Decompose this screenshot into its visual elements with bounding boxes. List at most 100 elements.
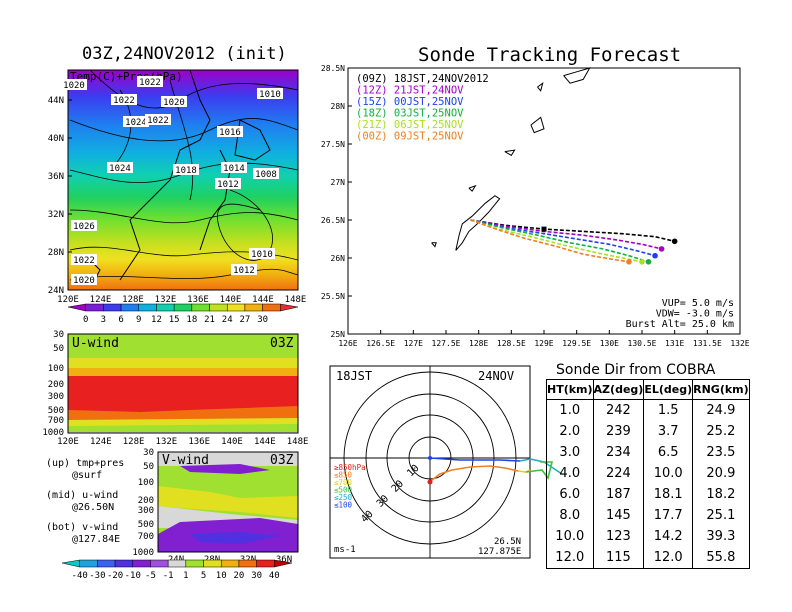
uwind-y-tick: 700: [48, 416, 64, 426]
isobar-label: 1012: [233, 266, 255, 276]
sonde-dir-cell: 8.0: [546, 505, 594, 526]
sonde-dir-cell: 18.2: [692, 484, 750, 505]
isobar-label: 1026: [73, 222, 95, 232]
polar-unit: ms-1: [334, 545, 356, 555]
isobar-label-bg: [231, 264, 257, 275]
sonde-dir-cell: 10.0: [546, 526, 594, 547]
isobar-label-bg: [161, 96, 187, 107]
map-lon-tick: 144E: [252, 295, 274, 305]
track-legend-entry: (21Z) 06JST,25NOV: [356, 119, 464, 131]
vwind-section: V-wind 03Z 3050100200300500700100024N28N…: [132, 448, 299, 565]
wind-colorbar-swatch: [61, 559, 80, 568]
wind-colorbar-tick: 10: [216, 571, 227, 581]
hodograph-origin-point: [428, 456, 432, 460]
sonde-dir-row: 12.0 115 12.0 55.8: [546, 547, 750, 569]
track-landing-point: [626, 259, 632, 265]
track-coastline: [431, 242, 437, 248]
uwind-y-tick: 200: [48, 380, 64, 390]
isobar-label: 1024: [109, 164, 131, 174]
wind-colorbar-swatch: [150, 559, 169, 568]
isobar-label: 1022: [113, 96, 135, 106]
sonde-dir-cell: 1.0: [546, 399, 594, 421]
sonde-dir-cell: 17.7: [643, 505, 694, 526]
track-series-line: [470, 219, 649, 263]
sonde-dir-cell: 115: [592, 547, 645, 569]
tracking-chart: 126E 126.5E 127E 127.5E 128E 128.5E 129E 129.5E…: [321, 64, 750, 348]
colorbar-tick: 3: [101, 315, 106, 325]
vwind-y-tick: 100: [138, 478, 154, 488]
map-lat-tick: 44N: [48, 96, 64, 106]
wind-colorbar-swatch: [97, 559, 116, 568]
colorbar-swatch: [209, 303, 228, 312]
isobar-label: 1024: [125, 118, 147, 128]
track-legend-entry: (15Z) 00JST,25NOV: [356, 96, 464, 108]
vwind-label: V-wind: [162, 453, 209, 468]
track-landing-point: [671, 238, 678, 245]
uwind-x-tick: 140E: [221, 437, 243, 447]
colorbar-swatch: [156, 303, 175, 312]
track-x-tick: 131E: [665, 339, 684, 348]
isobar-label-bg: [123, 116, 149, 127]
tracking-title: Sonde Tracking Forecast: [418, 44, 682, 66]
colorbar-swatch: [85, 303, 104, 312]
panel-notes: (up) tmp+pres @surf (mid) u-wind @26.50N (…: [46, 458, 125, 545]
track-y-tick: 25N: [331, 330, 346, 339]
hodograph-trace-upper: [429, 457, 521, 462]
track-y-tick: 27.5N: [321, 140, 345, 149]
map-coastline: [234, 119, 271, 161]
isobar-line: [69, 268, 299, 281]
colorbar-tick: 27: [240, 315, 251, 325]
uwind-label: U-wind: [72, 336, 119, 351]
wind-colorbar-tick: 5: [201, 571, 206, 581]
wind-colorbar-swatch: [167, 559, 187, 568]
isobar-label-bg: [107, 162, 133, 173]
uwind-y-tick: 300: [48, 392, 64, 402]
sonde-dir-cell: 145: [592, 505, 645, 526]
sonde-dir-cell: 224: [592, 463, 645, 484]
uwind-y-tick: 500: [48, 406, 64, 416]
sonde-dir-header: EL(deg): [643, 379, 694, 400]
map-lon-tick: 140E: [220, 295, 242, 305]
sonde-dir-table: HT(km) AZ(deg) EL(deg) RNG(km) 1.0 242 1.5 24.…: [546, 379, 750, 569]
isobar-line: [217, 189, 273, 261]
track-y-tick: 26.5N: [321, 216, 345, 225]
track-x-tick: 130E: [600, 339, 619, 348]
colorbar-swatch: [173, 303, 193, 312]
sonde-dir-row: 8.0 145 17.7 25.1: [546, 505, 750, 526]
sonde-dir-row: 1.0 242 1.5 24.9: [546, 399, 750, 421]
track-coastline: [530, 116, 545, 134]
sonde-dir-cell: 12.0: [643, 547, 694, 569]
track-series-line: [470, 219, 630, 263]
wind-colorbar-swatch: [238, 559, 257, 568]
sonde-dir-header: RNG(km): [692, 379, 750, 400]
sonde-dir-cell: 55.8: [692, 547, 750, 569]
sonde-dir-cell: 12.0: [546, 547, 594, 569]
colorbar-tick: 6: [118, 315, 123, 325]
sonde-dir-cell: 10.0: [643, 463, 694, 484]
colorbar-tick: 21: [204, 315, 215, 325]
uwind-x-tick: 120E: [57, 437, 79, 447]
wind-colorbar-tick: 40: [269, 571, 280, 581]
isobar-label-bg: [215, 178, 241, 189]
polar-level-legend: ≤700: [334, 478, 353, 487]
polar-date: 24NOV: [478, 369, 514, 383]
sonde-dir-cell: 25.2: [692, 421, 750, 442]
track-y-tick: 28N: [331, 102, 346, 111]
uwind-x-tick: 132E: [156, 437, 178, 447]
vwind-y-tick: 500: [138, 520, 154, 530]
isobar-label: 1008: [255, 170, 277, 180]
isobar-label-bg: [111, 94, 137, 105]
track-x-tick: 129.5E: [562, 339, 591, 348]
track-x-tick: 131.5E: [693, 339, 722, 348]
track-x-tick: 130.5E: [628, 339, 657, 348]
polar-level-legend: ≤850: [334, 471, 353, 480]
uwind-time: 03Z: [270, 336, 294, 351]
track-y-tick: 27N: [331, 178, 346, 187]
map-lat-tick: 24N: [48, 286, 64, 296]
track-x-tick: 132E: [730, 339, 749, 348]
isobar-label-bg: [253, 168, 279, 179]
colorbar-swatch: [280, 303, 299, 312]
isobar-label: 1020: [73, 276, 95, 286]
